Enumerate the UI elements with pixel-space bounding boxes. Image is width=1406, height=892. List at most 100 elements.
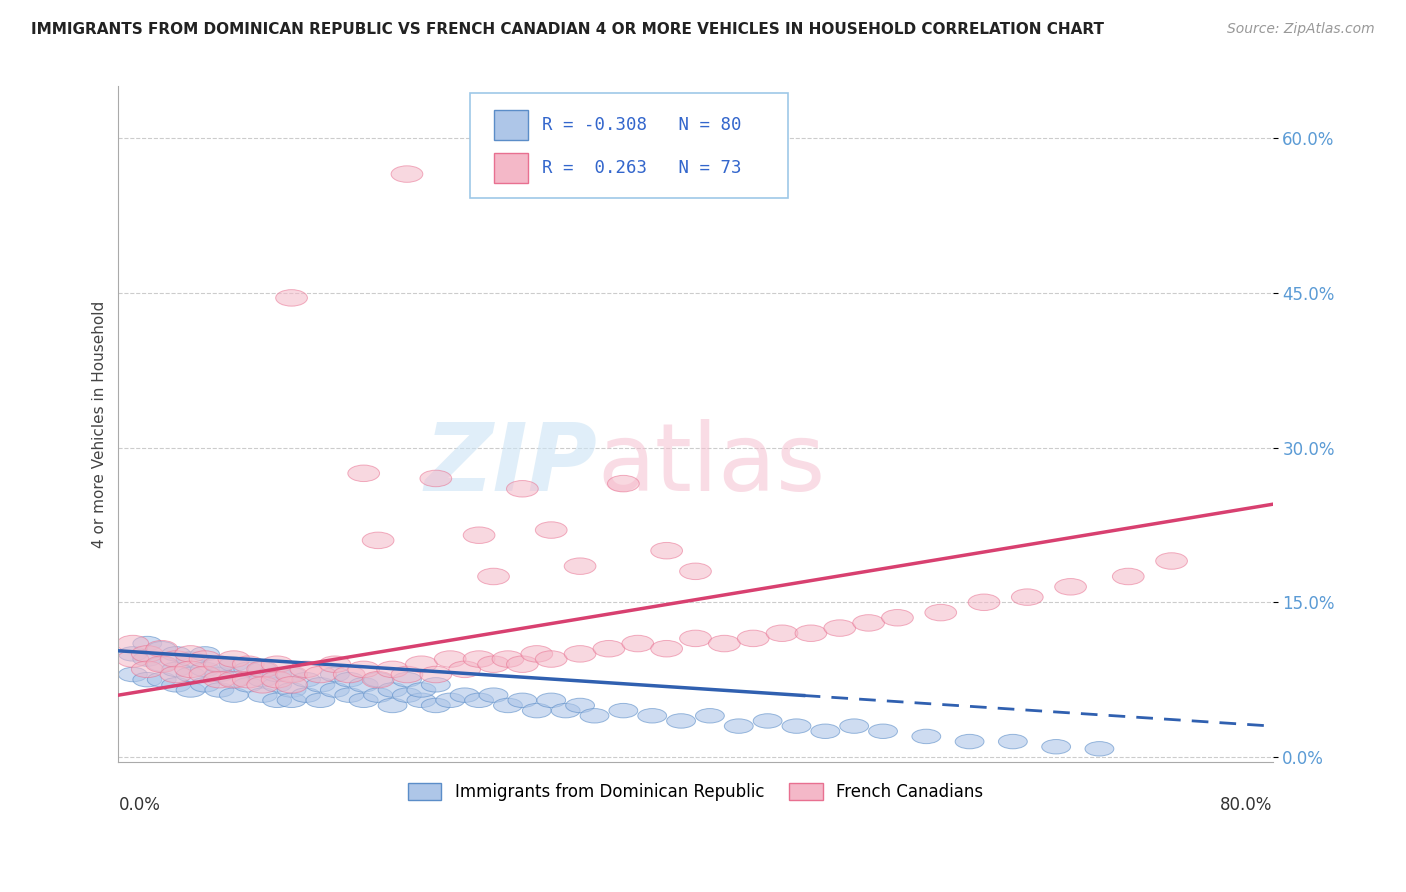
Ellipse shape: [852, 615, 884, 632]
Ellipse shape: [307, 678, 335, 692]
Ellipse shape: [321, 682, 349, 698]
Ellipse shape: [724, 719, 754, 733]
Ellipse shape: [146, 640, 177, 657]
Ellipse shape: [232, 672, 264, 688]
Ellipse shape: [391, 666, 423, 682]
Ellipse shape: [277, 667, 307, 681]
Ellipse shape: [463, 527, 495, 543]
Ellipse shape: [536, 651, 567, 667]
Ellipse shape: [162, 662, 191, 676]
Ellipse shape: [191, 662, 219, 676]
Text: 80.0%: 80.0%: [1220, 796, 1272, 814]
Ellipse shape: [176, 652, 205, 666]
Ellipse shape: [565, 698, 595, 713]
Ellipse shape: [190, 666, 221, 682]
Ellipse shape: [219, 673, 249, 687]
Ellipse shape: [537, 693, 565, 707]
Ellipse shape: [232, 656, 264, 673]
Ellipse shape: [148, 641, 176, 656]
Ellipse shape: [190, 651, 221, 667]
Text: Source: ZipAtlas.com: Source: ZipAtlas.com: [1227, 22, 1375, 37]
Ellipse shape: [593, 640, 624, 657]
Ellipse shape: [406, 682, 436, 698]
Ellipse shape: [305, 666, 336, 682]
Ellipse shape: [551, 704, 581, 718]
Ellipse shape: [174, 646, 207, 662]
Ellipse shape: [191, 678, 219, 692]
Ellipse shape: [276, 290, 308, 306]
FancyBboxPatch shape: [471, 93, 787, 198]
Ellipse shape: [523, 704, 551, 718]
Ellipse shape: [347, 661, 380, 678]
Ellipse shape: [434, 651, 467, 667]
Ellipse shape: [709, 635, 740, 652]
Ellipse shape: [494, 698, 523, 713]
Ellipse shape: [754, 714, 782, 728]
Ellipse shape: [205, 657, 233, 672]
Ellipse shape: [955, 734, 984, 748]
Ellipse shape: [233, 678, 263, 692]
Ellipse shape: [364, 673, 392, 687]
Ellipse shape: [162, 647, 191, 661]
Ellipse shape: [479, 688, 508, 702]
Ellipse shape: [148, 657, 176, 672]
Ellipse shape: [176, 667, 205, 681]
Ellipse shape: [492, 651, 524, 667]
Ellipse shape: [349, 678, 378, 692]
Ellipse shape: [118, 667, 148, 681]
Ellipse shape: [364, 688, 392, 702]
Ellipse shape: [263, 693, 291, 707]
Ellipse shape: [422, 698, 450, 713]
Ellipse shape: [335, 688, 364, 702]
Ellipse shape: [679, 630, 711, 647]
Ellipse shape: [218, 672, 250, 688]
Ellipse shape: [420, 470, 451, 487]
Ellipse shape: [134, 636, 162, 651]
Ellipse shape: [307, 693, 335, 707]
Ellipse shape: [249, 688, 277, 702]
Ellipse shape: [564, 646, 596, 662]
Ellipse shape: [263, 667, 291, 681]
Ellipse shape: [131, 661, 163, 678]
FancyBboxPatch shape: [494, 110, 529, 140]
Ellipse shape: [1011, 589, 1043, 606]
Ellipse shape: [249, 662, 277, 676]
Text: R =  0.263   N = 73: R = 0.263 N = 73: [541, 159, 741, 177]
Text: ZIP: ZIP: [425, 419, 598, 511]
Ellipse shape: [391, 166, 423, 182]
Ellipse shape: [464, 693, 494, 707]
Ellipse shape: [651, 542, 682, 559]
Ellipse shape: [363, 533, 394, 549]
Ellipse shape: [392, 688, 422, 702]
Ellipse shape: [233, 662, 263, 676]
Ellipse shape: [1156, 553, 1188, 569]
Ellipse shape: [335, 673, 364, 687]
Ellipse shape: [449, 661, 481, 678]
Ellipse shape: [463, 651, 495, 667]
Ellipse shape: [349, 693, 378, 707]
Ellipse shape: [191, 647, 219, 661]
Ellipse shape: [564, 558, 596, 574]
Ellipse shape: [148, 673, 176, 687]
Ellipse shape: [506, 481, 538, 497]
Ellipse shape: [536, 522, 567, 538]
Ellipse shape: [420, 666, 451, 682]
Ellipse shape: [522, 646, 553, 662]
Ellipse shape: [1042, 739, 1070, 754]
Ellipse shape: [277, 693, 307, 707]
Ellipse shape: [1112, 568, 1144, 585]
Text: 0.0%: 0.0%: [118, 796, 160, 814]
Ellipse shape: [508, 693, 537, 707]
Ellipse shape: [262, 656, 292, 673]
Ellipse shape: [291, 673, 321, 687]
Ellipse shape: [117, 651, 149, 667]
Ellipse shape: [134, 673, 162, 687]
Ellipse shape: [218, 651, 250, 667]
Ellipse shape: [377, 661, 408, 678]
Legend: Immigrants from Dominican Republic, French Canadians: Immigrants from Dominican Republic, Fren…: [401, 776, 990, 808]
Ellipse shape: [696, 708, 724, 723]
Ellipse shape: [1054, 579, 1087, 595]
Ellipse shape: [436, 693, 464, 707]
Ellipse shape: [262, 672, 292, 688]
Ellipse shape: [333, 666, 366, 682]
